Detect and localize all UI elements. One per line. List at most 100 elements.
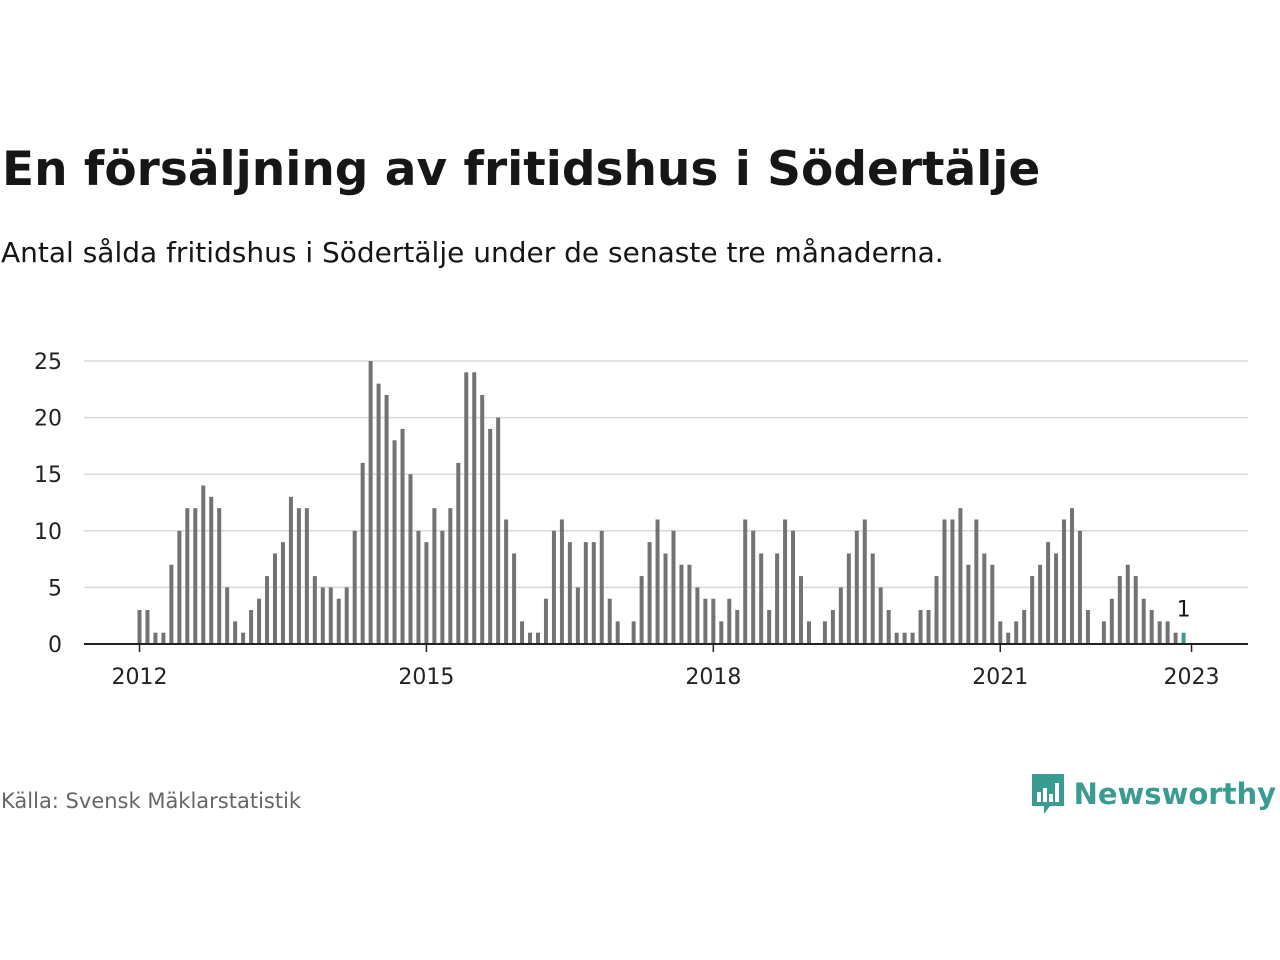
bar	[392, 440, 397, 644]
bar	[384, 394, 389, 644]
bar	[886, 610, 891, 644]
bar	[272, 553, 277, 644]
bar	[567, 542, 572, 644]
bar	[918, 610, 923, 644]
bar	[958, 508, 963, 644]
bar	[1054, 553, 1059, 644]
bar	[233, 621, 238, 644]
bar	[783, 519, 788, 644]
bar	[472, 372, 477, 644]
bar	[217, 508, 222, 644]
bar	[711, 598, 716, 644]
bar	[982, 553, 987, 644]
bar-highlighted	[1181, 632, 1186, 644]
bar	[360, 462, 365, 644]
bar	[145, 610, 150, 644]
bar	[751, 530, 756, 644]
bar	[663, 553, 668, 644]
bar	[910, 632, 915, 644]
bar	[735, 610, 740, 644]
bar	[1165, 621, 1170, 644]
bar	[575, 587, 580, 644]
bar	[225, 587, 230, 644]
bar	[1109, 598, 1114, 644]
bar	[854, 530, 859, 644]
bar	[528, 632, 533, 644]
newsworthy-logo-icon	[1031, 774, 1064, 814]
bar	[1046, 542, 1051, 644]
y-tick-label: 15	[34, 463, 62, 488]
bar	[806, 621, 811, 644]
bar	[902, 632, 907, 644]
bar	[488, 428, 493, 644]
bar	[1173, 632, 1178, 644]
bar	[862, 519, 867, 644]
bar	[416, 530, 421, 644]
bar	[496, 417, 501, 644]
x-tick-label: 2018	[685, 665, 741, 690]
source-note: Källa: Svensk Mäklarstatistik	[1, 789, 302, 813]
bar	[846, 553, 851, 644]
bar	[775, 553, 780, 644]
bar	[950, 519, 955, 644]
bar	[424, 542, 429, 644]
bar	[177, 530, 182, 644]
bar	[695, 587, 700, 644]
bar	[520, 621, 525, 644]
last-value-label: 1	[1177, 598, 1191, 623]
bar	[838, 587, 843, 644]
bar	[201, 485, 206, 644]
bar	[257, 598, 262, 644]
bar	[448, 508, 453, 644]
bar	[1030, 576, 1035, 644]
bar	[209, 496, 214, 644]
bar	[1141, 598, 1146, 644]
bar	[703, 598, 708, 644]
bar	[1101, 621, 1106, 644]
bar	[296, 508, 301, 644]
y-tick-label: 0	[48, 633, 62, 658]
bar	[456, 462, 461, 644]
bar	[241, 632, 246, 644]
bar	[320, 587, 325, 644]
bar	[830, 610, 835, 644]
y-tick-label: 25	[34, 350, 62, 375]
chart-subtitle: Antal sålda fritidshus i Södertälje unde…	[1, 236, 944, 269]
bar	[942, 519, 947, 644]
bar	[1069, 508, 1074, 644]
bar	[400, 428, 405, 644]
bar	[464, 372, 469, 644]
bar	[679, 564, 684, 644]
bar	[265, 576, 270, 644]
bar	[1149, 610, 1154, 644]
bar	[1006, 632, 1011, 644]
bar	[1022, 610, 1027, 644]
x-tick-label: 2021	[972, 665, 1028, 690]
bar	[926, 610, 931, 644]
x-tick-label: 2015	[398, 665, 454, 690]
bar	[671, 530, 676, 644]
bar	[791, 530, 796, 644]
bar	[1133, 576, 1138, 644]
bar	[249, 610, 254, 644]
bar	[759, 553, 764, 644]
bar	[185, 508, 190, 644]
bar	[583, 542, 588, 644]
bar	[607, 598, 612, 644]
bar	[998, 621, 1003, 644]
bar	[727, 598, 732, 644]
bar	[512, 553, 517, 644]
bar	[153, 632, 158, 644]
bar	[440, 530, 445, 644]
bar	[432, 508, 437, 644]
bar	[551, 530, 556, 644]
bar	[1125, 564, 1130, 644]
bar	[934, 576, 939, 644]
brand-name: Newsworthy	[1073, 777, 1276, 811]
bar	[161, 632, 166, 644]
bar	[894, 632, 899, 644]
bar	[352, 530, 357, 644]
bar	[1157, 621, 1162, 644]
bar	[878, 587, 883, 644]
bar	[304, 508, 309, 644]
